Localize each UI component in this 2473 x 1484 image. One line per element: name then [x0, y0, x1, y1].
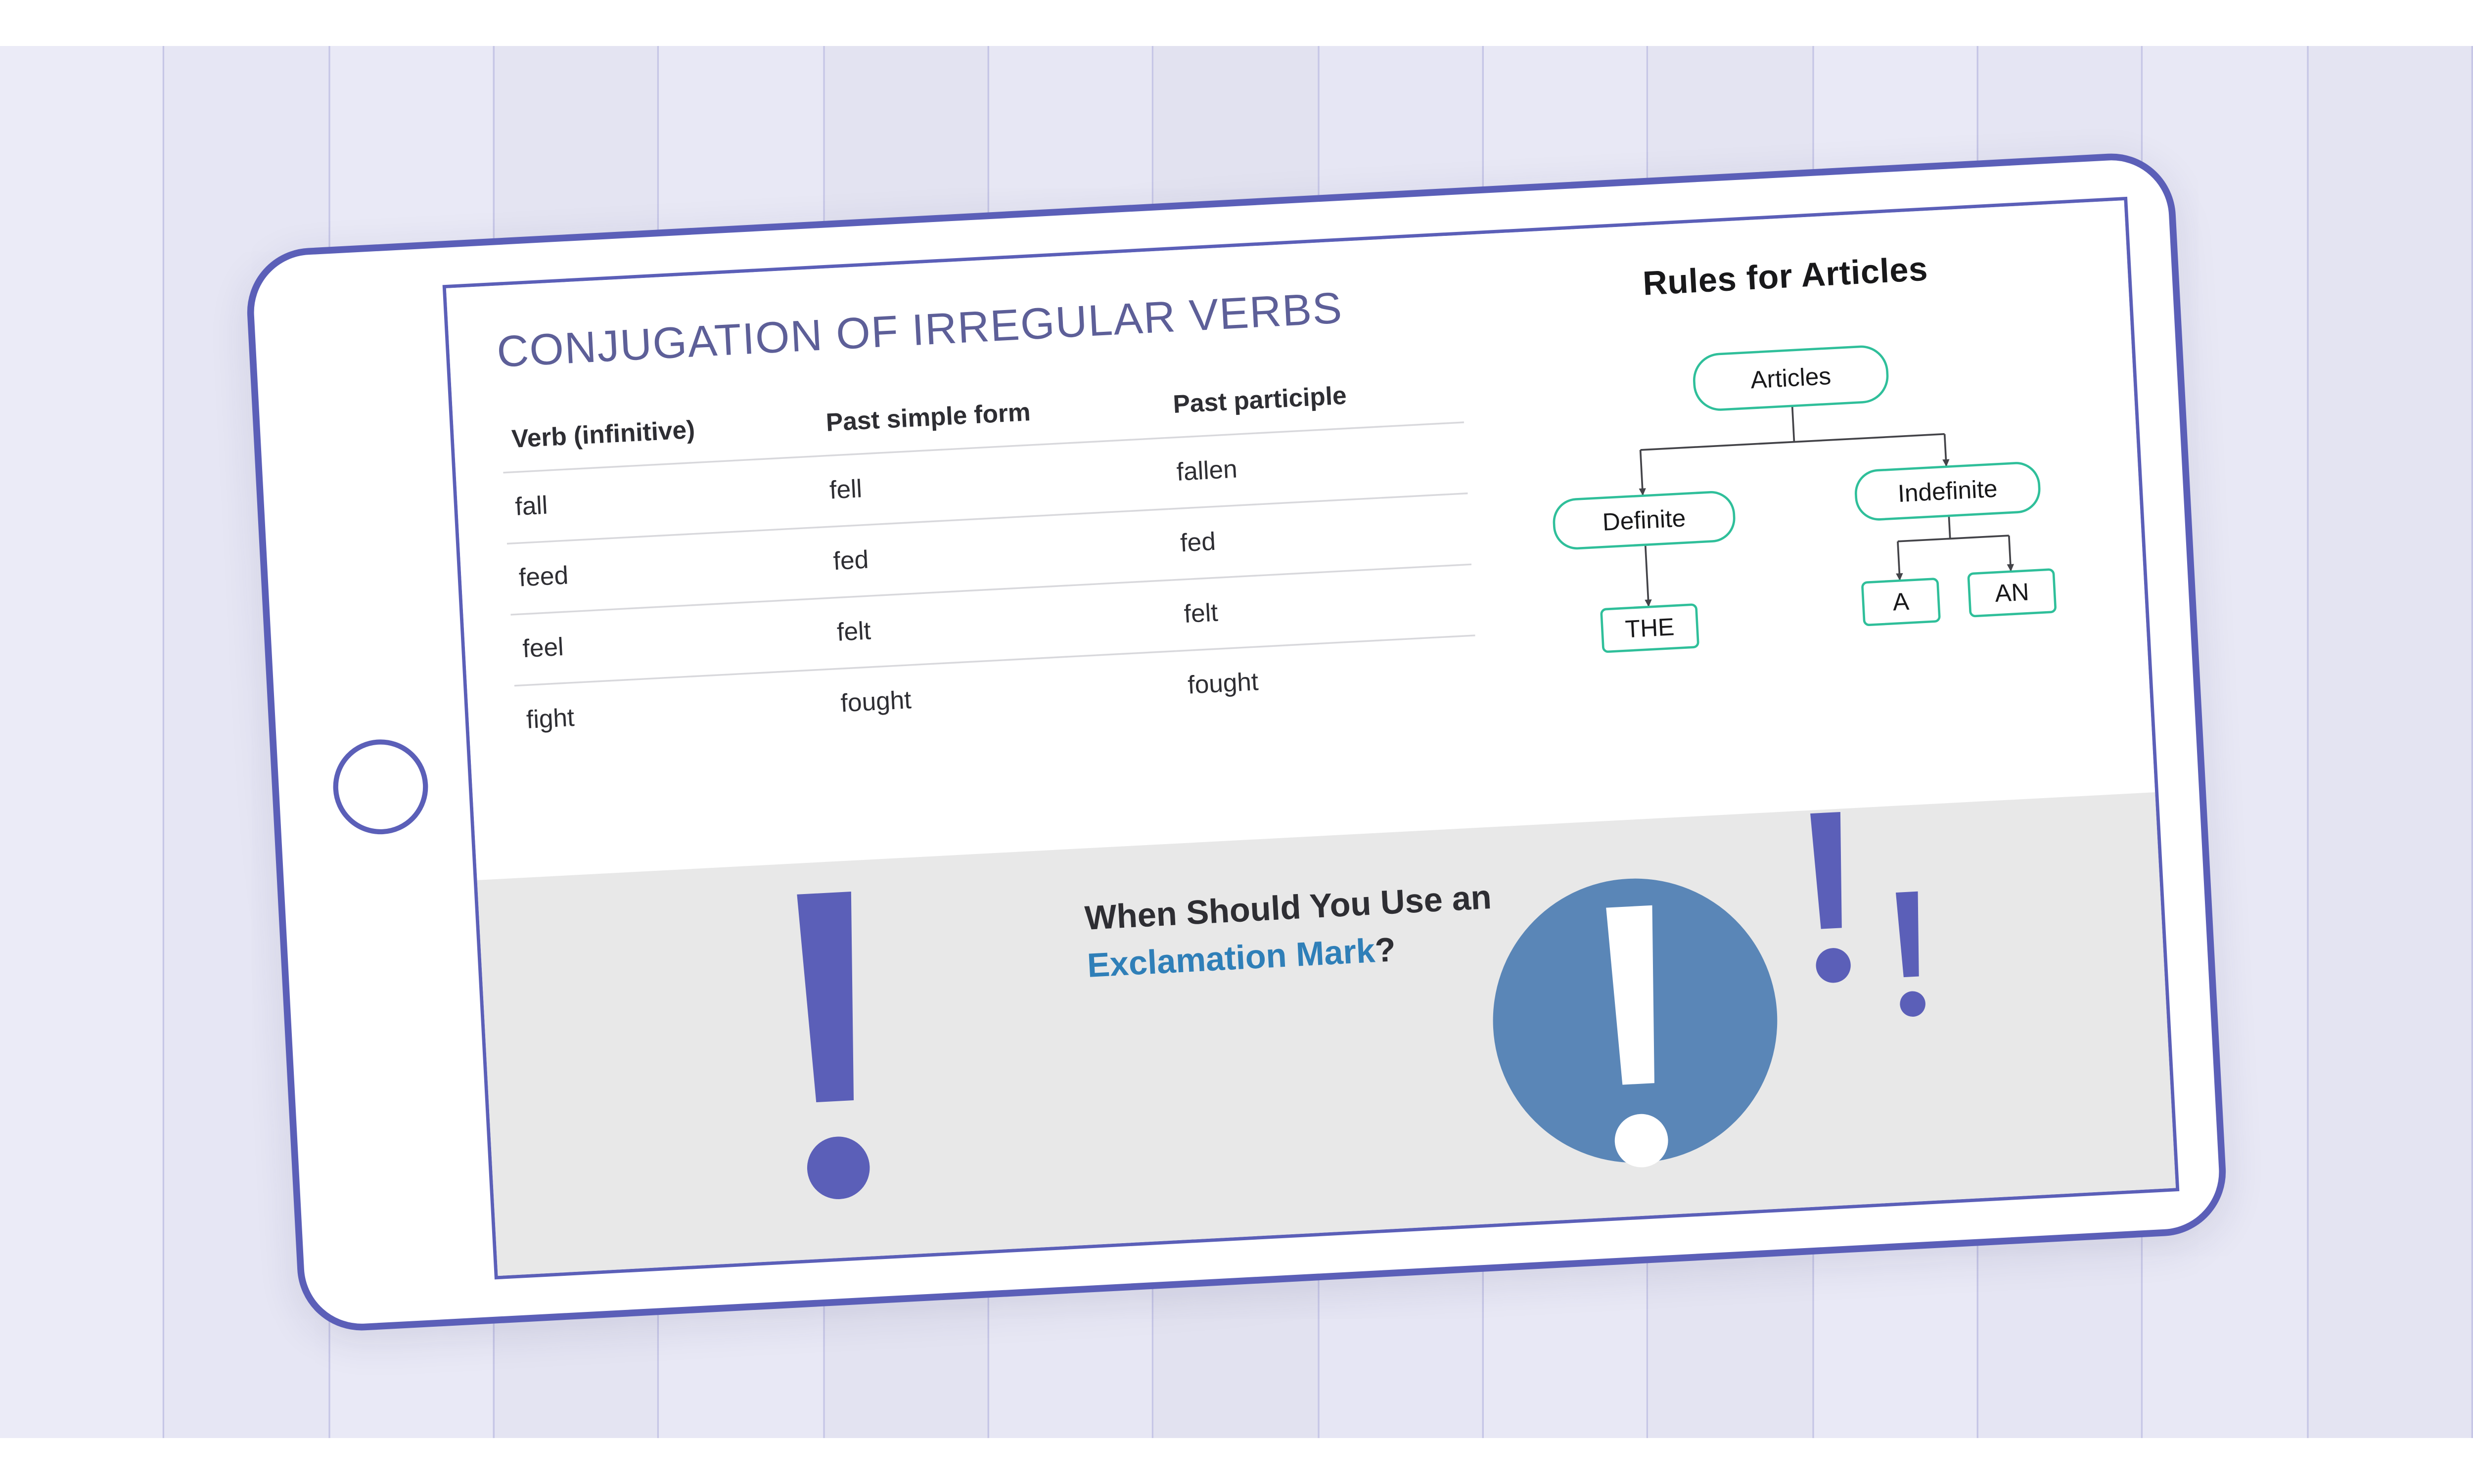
tablet-device: CONJUGATION OF IRREGULAR VERBS Verb (inf…: [244, 150, 2229, 1334]
tablet-screen: CONJUGATION OF IRREGULAR VERBS Verb (inf…: [443, 197, 2180, 1279]
exclaim-question-em: Exclamation Mark: [1087, 934, 1376, 986]
articles-panel: Rules for Articles Articles Definite Indef…: [1490, 243, 2107, 796]
tree-label-an: AN: [1994, 578, 2030, 607]
articles-title: Rules for Articles: [1642, 251, 1929, 305]
tree-label-the: THE: [1624, 613, 1675, 643]
exclaim-icon-medium: [1808, 812, 1851, 985]
conjugation-panel: CONJUGATION OF IRREGULAR VERBS Verb (inf…: [496, 276, 1484, 848]
tree-label-root: Articles: [1750, 362, 1832, 394]
tablet-home-button[interactable]: [331, 737, 431, 837]
verb-table: Verb (infinitive)Past simple formPast pa…: [500, 359, 1479, 756]
tree-label-a: A: [1892, 587, 1910, 616]
articles-tree-diagram: Articles Definite Indefinite THE A AN: [1493, 303, 2102, 706]
conjugation-title: CONJUGATION OF IRREGULAR VERBS: [496, 276, 1459, 379]
exclamation-graphics: [545, 797, 2108, 1272]
exclaim-question-mark: ?: [1374, 933, 1397, 971]
tree-label-def: Definite: [1602, 504, 1686, 536]
upper-content: CONJUGATION OF IRREGULAR VERBS Verb (inf…: [446, 200, 2155, 881]
exclaim-icon-large: [793, 892, 871, 1202]
tree-label-indef: Indefinite: [1897, 475, 1998, 507]
verb-cell: fought: [1176, 635, 1478, 721]
exclaim-icon-small: [1894, 892, 1926, 1018]
